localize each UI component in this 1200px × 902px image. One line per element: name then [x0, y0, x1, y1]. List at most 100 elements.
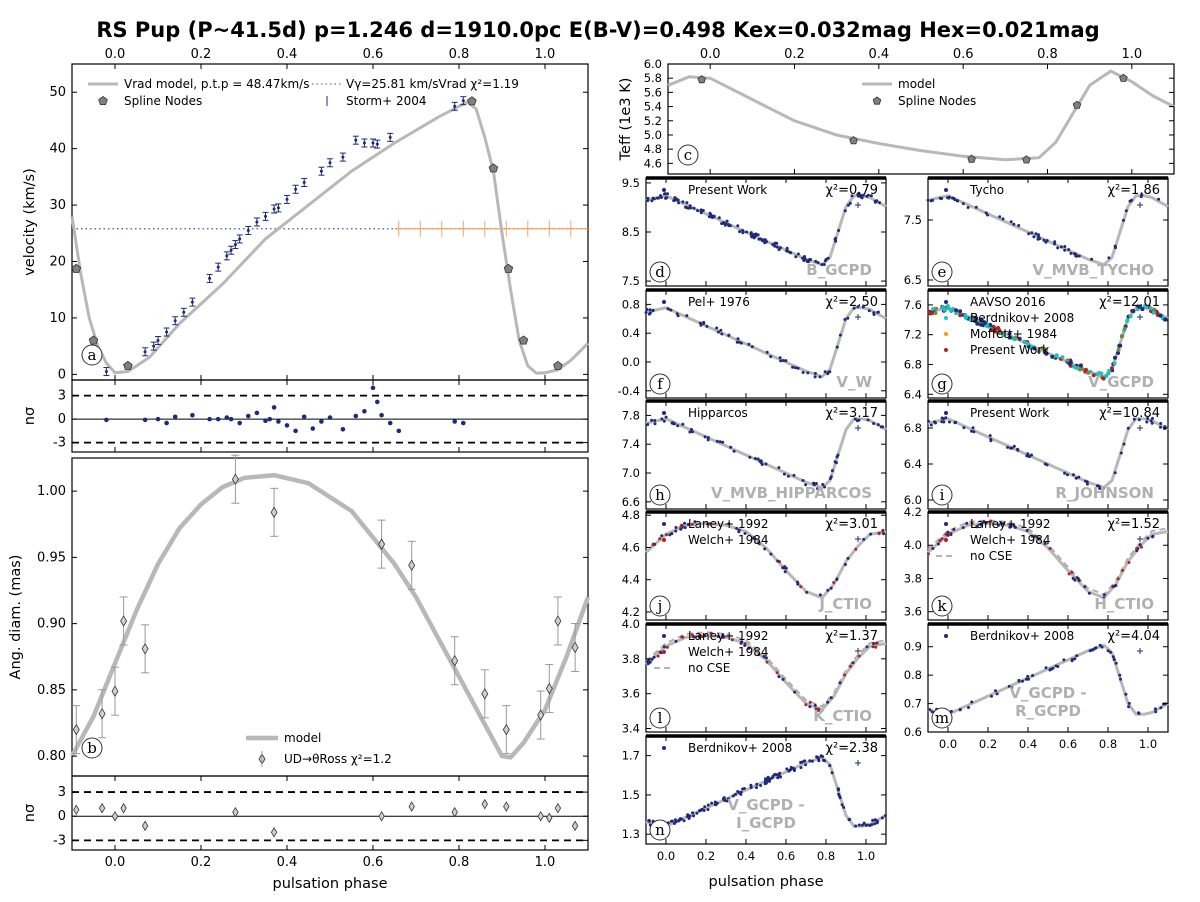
- photometry-point: [826, 588, 830, 592]
- x-tick-label: 0.0: [105, 855, 126, 870]
- y-tick-label: 0.6: [904, 725, 922, 739]
- photometry-point: [958, 708, 962, 711]
- photometry-point: [749, 786, 753, 789]
- photometry-point: [1118, 343, 1123, 348]
- x-axis-label: pulsation phase: [708, 874, 823, 890]
- photometry-point: [666, 192, 669, 196]
- photometry-point: [706, 808, 710, 811]
- photometry-point: [1014, 525, 1017, 529]
- velocity-residual-point: [370, 385, 376, 391]
- legend-text: no CSE: [970, 549, 1012, 563]
- y-tick-label: 0.90: [37, 617, 66, 632]
- photometry-point: [876, 310, 880, 314]
- photometry-point: [794, 255, 798, 259]
- photometry-point: [688, 430, 692, 434]
- velocity-point: [238, 237, 242, 241]
- photometry-point: [952, 196, 956, 200]
- photometry-point: [862, 537, 866, 541]
- velocity-point: [362, 141, 366, 145]
- legend-point-symbol: [662, 650, 666, 654]
- photometry-point: [702, 322, 706, 326]
- legend-text: Present Work: [970, 343, 1049, 357]
- photometry-model-curve: [644, 521, 887, 600]
- photometry-point: [750, 345, 754, 349]
- photometry-point: [1044, 666, 1048, 670]
- band-watermark: R_GCPD: [1015, 702, 1081, 720]
- photometry-point: [692, 206, 696, 210]
- photometry-point: [1050, 354, 1055, 359]
- legend-text: Spline Nodes: [898, 94, 976, 108]
- velocity-point: [319, 169, 323, 173]
- photometry-point: [668, 533, 672, 537]
- photometry-point: [1037, 537, 1041, 541]
- photometry-point: [1137, 711, 1141, 715]
- photometry-point: [982, 520, 986, 524]
- photometry-model-curve: [644, 633, 887, 712]
- photometry-point: [1014, 335, 1019, 340]
- photometry-point: [685, 201, 689, 205]
- photometry-point: [934, 421, 937, 425]
- photometry-point: [765, 660, 769, 664]
- velocity-residual-point: [224, 415, 230, 420]
- photometry-point: [724, 222, 728, 226]
- x-tick-label: 0.6: [363, 855, 384, 870]
- photometry-point: [1001, 217, 1005, 221]
- photometry-point: [1119, 451, 1123, 455]
- photometry-point: [994, 689, 997, 693]
- velocity-residual-point: [246, 413, 251, 419]
- photometry-point: [813, 703, 817, 707]
- photometry-point: [941, 417, 945, 421]
- photometry-point: [1027, 677, 1030, 681]
- photometry-point: [1100, 645, 1104, 649]
- photometry-point: [1070, 659, 1074, 663]
- photometry-point: [1030, 453, 1033, 457]
- photometry-point: [1073, 657, 1077, 661]
- legend-node-symbol: [872, 96, 882, 105]
- photometry-point: [1113, 471, 1117, 475]
- photometry-point: [674, 526, 678, 529]
- photometry-point: [1056, 665, 1060, 668]
- photometry-point: [702, 809, 706, 812]
- photometry-point: [1116, 577, 1120, 581]
- photometry-point: [828, 764, 832, 768]
- band-watermark: B_GCPD: [806, 261, 872, 279]
- y-axis-label: Ang. diam. (mas): [8, 555, 24, 680]
- photometry-point: [970, 521, 974, 525]
- photometry-point: [1125, 319, 1130, 323]
- photometry-point: [725, 219, 729, 223]
- legend-point-symbol: [662, 746, 666, 750]
- photometry-point: [961, 526, 965, 530]
- photometry-point: [764, 778, 768, 782]
- x-tick-label: 0.6: [363, 47, 384, 62]
- velocity-residual-point: [263, 418, 268, 423]
- photometry-point: [727, 224, 731, 228]
- spline-node: [967, 154, 976, 163]
- photometry-point: [778, 356, 782, 360]
- photometry-point: [835, 578, 839, 582]
- photometry-point: [732, 449, 736, 453]
- photometry-point: [873, 822, 877, 826]
- y-tick-label: 6.6: [622, 495, 640, 509]
- spline-node: [503, 263, 514, 273]
- photometry-point: [865, 194, 869, 198]
- photometry-point: [958, 313, 963, 318]
- photometry-point: [698, 633, 702, 637]
- chi2-label: χ²=4.04: [1107, 629, 1160, 644]
- velocity-point: [165, 330, 169, 334]
- photometry-point: [1149, 419, 1153, 423]
- photometry-point: [646, 199, 650, 203]
- band-watermark: R_JOHNSON: [1055, 484, 1154, 502]
- photometry-point: [840, 803, 844, 807]
- photometry-point: [1063, 248, 1067, 252]
- photometry-point: [989, 519, 993, 523]
- photometry-point: [660, 417, 664, 421]
- photometry-point: [857, 191, 861, 195]
- photometry-model-curve: [645, 194, 887, 267]
- photometry-point: [1017, 678, 1021, 682]
- photometry-point: [979, 322, 984, 327]
- photometry-point: [749, 231, 753, 235]
- y-tick-label: 30: [49, 198, 66, 213]
- photometry-point: [703, 805, 707, 809]
- photometry-point: [849, 664, 853, 668]
- photometry-point: [1094, 646, 1098, 650]
